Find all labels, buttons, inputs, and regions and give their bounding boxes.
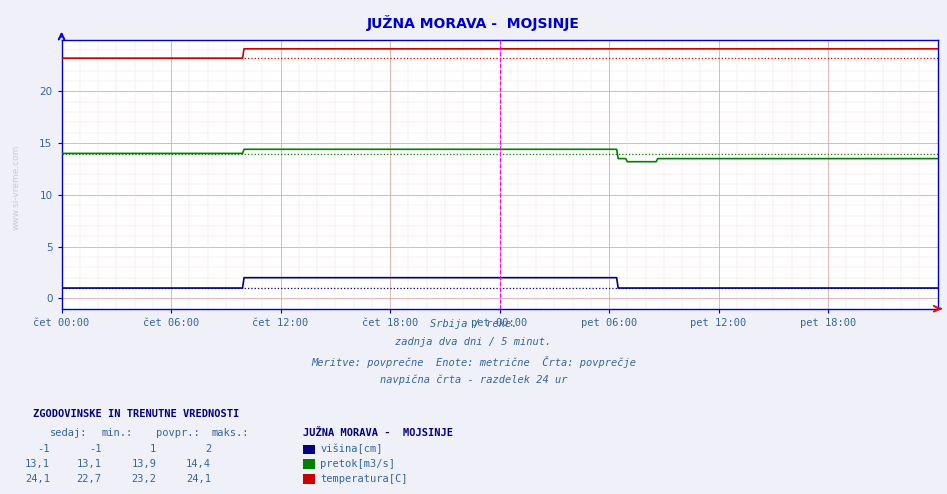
Text: maks.:: maks.: [211,428,249,438]
Text: 24,1: 24,1 [187,474,211,484]
Text: -1: -1 [38,444,50,454]
Text: 13,1: 13,1 [77,459,101,469]
Text: Srbija / reke.: Srbija / reke. [430,319,517,329]
Text: temperatura[C]: temperatura[C] [320,474,407,484]
Text: 23,2: 23,2 [132,474,156,484]
Text: 2: 2 [205,444,211,454]
Text: 22,7: 22,7 [77,474,101,484]
Text: ZGODOVINSKE IN TRENUTNE VREDNOSTI: ZGODOVINSKE IN TRENUTNE VREDNOSTI [33,410,240,419]
Text: 14,4: 14,4 [187,459,211,469]
Text: povpr.:: povpr.: [156,428,200,438]
Text: 1: 1 [150,444,156,454]
Text: -1: -1 [89,444,101,454]
Text: navpična črta - razdelek 24 ur: navpična črta - razdelek 24 ur [380,375,567,385]
Text: zadnja dva dni / 5 minut.: zadnja dva dni / 5 minut. [396,337,551,347]
Text: 24,1: 24,1 [26,474,50,484]
Text: 13,9: 13,9 [132,459,156,469]
Text: www.si-vreme.com: www.si-vreme.com [11,145,21,230]
Text: JUŽNA MORAVA -  MOJSINJE: JUŽNA MORAVA - MOJSINJE [367,15,580,31]
Text: JUŽNA MORAVA -  MOJSINJE: JUŽNA MORAVA - MOJSINJE [303,428,453,438]
Text: sedaj:: sedaj: [50,428,88,438]
Text: pretok[m3/s]: pretok[m3/s] [320,459,395,469]
Text: 13,1: 13,1 [26,459,50,469]
Text: Meritve: povprečne  Enote: metrične  Črta: povprečje: Meritve: povprečne Enote: metrične Črta:… [311,356,636,368]
Text: višina[cm]: višina[cm] [320,444,383,454]
Text: min.:: min.: [101,428,133,438]
